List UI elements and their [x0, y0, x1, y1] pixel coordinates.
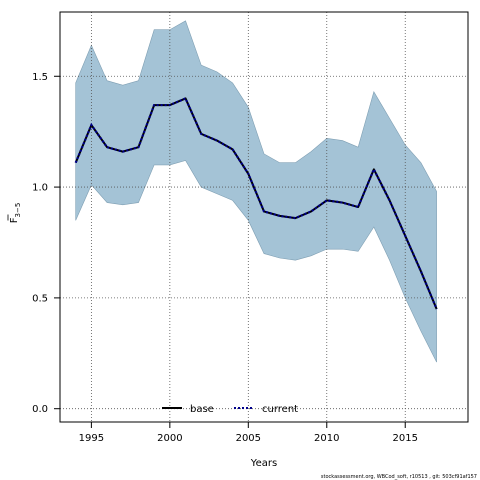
y-tick-label: 1.0 [32, 183, 48, 194]
legend-label-base: base [190, 404, 214, 415]
svg-text:F3−5: F3−5 [9, 203, 22, 224]
plot-frame [59, 11, 469, 423]
y-axis: 0.0 0.5 1.0 1.5 [32, 72, 60, 415]
x-axis: 1995 2000 2005 2010 2015 [79, 422, 418, 444]
grid-layer [60, 12, 468, 422]
y-axis-title-subscript: 3−5 [14, 203, 22, 218]
legend: base current [162, 404, 298, 415]
y-tick-label: 0.5 [32, 293, 48, 304]
x-tick-label: 2000 [157, 433, 182, 444]
y-axis-title: F3−5 [7, 203, 22, 224]
series-line-current [74, 96, 438, 310]
x-axis-title: Years [250, 458, 277, 469]
x-tick-label: 1995 [79, 433, 104, 444]
x-tick-label: 2010 [314, 433, 339, 444]
x-tick-label: 2005 [236, 433, 261, 444]
series-line-layer [74, 96, 438, 310]
y-tick-label: 0.0 [32, 404, 48, 415]
y-axis-title-main: F [9, 217, 20, 223]
y-tick-label: 1.5 [32, 72, 48, 83]
x-tick-label: 2015 [393, 433, 418, 444]
footnote: stockassessment.org, WBCod_soft, r10513 … [321, 474, 477, 480]
legend-label-current: current [262, 404, 298, 415]
